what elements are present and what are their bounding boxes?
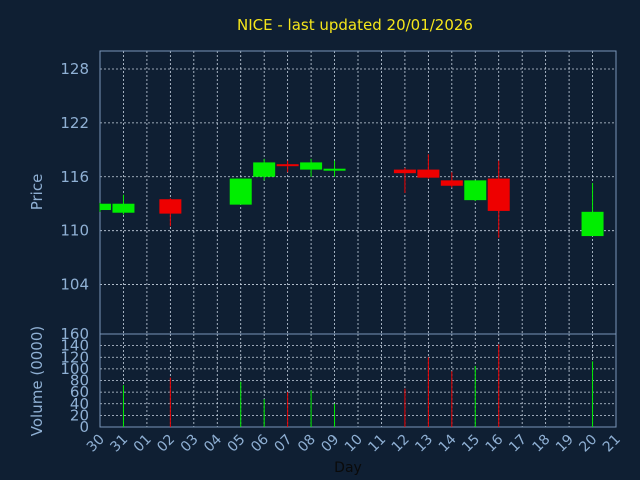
volume-tick-label: 60	[70, 383, 89, 401]
x-tick-label: 16	[483, 431, 507, 455]
volume-axis-label: Volume (0000)	[28, 326, 46, 436]
candle-body	[464, 180, 487, 201]
x-tick-label: 14	[436, 431, 460, 455]
x-tick-label: 15	[459, 432, 483, 456]
candle-body	[417, 169, 440, 178]
x-tick-label: 10	[342, 432, 366, 456]
candle-body	[112, 203, 135, 213]
candle-body	[440, 180, 463, 186]
price-tick-label: 110	[60, 222, 89, 240]
x-tick-label: 31	[107, 432, 131, 456]
candle-body	[300, 162, 323, 170]
x-tick-label: 06	[248, 431, 272, 455]
candle-body	[276, 164, 299, 167]
x-tick-label: 21	[600, 432, 624, 456]
x-tick-label: 09	[318, 432, 342, 456]
chart-title: NICE - last updated 20/01/2026	[237, 16, 473, 34]
volume-tick-label: 80	[70, 372, 89, 390]
candle-body	[323, 168, 346, 171]
x-tick-label: 17	[506, 432, 530, 456]
volume-tick-label: 100	[60, 360, 89, 378]
x-axis-label: Day	[334, 460, 362, 476]
x-tick-label: 05	[225, 432, 249, 456]
x-tick-label: 11	[365, 432, 389, 456]
volume-tick-label: 140	[60, 337, 89, 355]
price-axis-label: Price	[28, 174, 46, 211]
candle-body	[393, 169, 416, 174]
x-tick-label: 08	[295, 432, 319, 456]
x-axis: 30 31 01 02 03 04 05 06 07 08 09 10 11 12 13 14 15 16 17 18…	[84, 431, 624, 455]
volume-tick-label: 20	[70, 406, 89, 424]
volume-tick-label: 40	[70, 395, 89, 413]
candle-body	[253, 162, 276, 177]
price-tick-label: 104	[60, 276, 89, 294]
x-tick-label: 02	[154, 432, 178, 456]
candle-body	[229, 178, 252, 205]
candle-body	[581, 211, 604, 237]
candle-body	[487, 178, 510, 211]
candle-body	[100, 203, 111, 211]
price-panel: 104 110 116 122 128	[60, 50, 617, 335]
volume-tick-label: 160	[60, 325, 89, 343]
volume-tick-label: 120	[60, 348, 89, 366]
price-tick-label: 116	[60, 168, 89, 186]
x-tick-label: 01	[131, 432, 155, 456]
price-tick-label: 128	[60, 60, 89, 78]
x-tick-label: 18	[530, 432, 554, 456]
volume-tick-label: 0	[79, 418, 89, 436]
price-tick-label: 122	[60, 114, 89, 132]
x-tick-label: 20	[576, 432, 600, 456]
candle-body	[159, 199, 182, 214]
x-tick-label: 03	[178, 432, 202, 456]
x-tick-label: 13	[412, 432, 436, 456]
x-tick-label: 04	[201, 431, 225, 455]
x-tick-label: 07	[272, 432, 296, 456]
x-tick-label: 12	[389, 432, 413, 456]
x-tick-label: 19	[553, 432, 577, 456]
volume-frame	[99, 333, 617, 428]
